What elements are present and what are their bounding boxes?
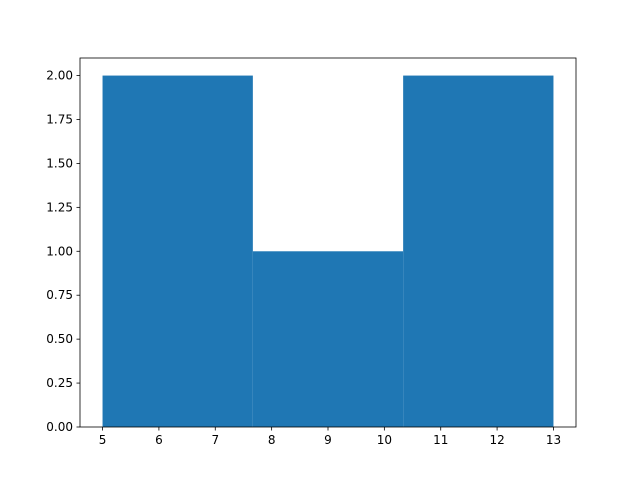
x-tick: 9 — [324, 427, 332, 447]
y-tick-label: 1.25 — [46, 200, 73, 214]
x-tick-label: 10 — [377, 433, 392, 447]
x-tick-label: 13 — [546, 433, 561, 447]
x-axis: 5 6 7 8 9 10 11 12 13 — [99, 427, 561, 447]
y-tick: 0.00 — [46, 420, 80, 434]
y-tick: 1.50 — [46, 156, 80, 170]
y-tick: 0.50 — [46, 332, 80, 346]
bars — [102, 75, 554, 428]
y-tick: 2.00 — [46, 69, 80, 83]
x-tick-label: 11 — [433, 433, 448, 447]
y-tick-label: 0.50 — [46, 332, 73, 346]
y-tick-label: 1.00 — [46, 244, 73, 258]
y-tick-label: 1.50 — [46, 156, 73, 170]
histogram-bar — [403, 75, 554, 428]
x-tick: 6 — [155, 427, 163, 447]
y-tick: 1.25 — [46, 200, 80, 214]
x-tick: 11 — [433, 427, 448, 447]
y-tick: 1.00 — [46, 244, 80, 258]
x-tick: 10 — [377, 427, 392, 447]
y-axis: 0.00 0.25 0.50 0.75 1.00 1.25 1.50 1.75 2.00 — [46, 69, 80, 434]
histogram-bar — [102, 75, 253, 428]
y-tick-label: 2.00 — [46, 69, 73, 83]
y-tick-label: 0.00 — [46, 420, 73, 434]
x-tick-label: 8 — [268, 433, 276, 447]
x-tick-label: 9 — [324, 433, 332, 447]
x-tick: 12 — [489, 427, 505, 447]
y-tick-label: 0.25 — [46, 376, 73, 390]
y-tick-label: 0.75 — [46, 288, 73, 302]
histogram-bar — [252, 251, 404, 427]
x-tick-label: 12 — [489, 433, 504, 447]
x-tick: 5 — [99, 427, 107, 447]
y-tick-label: 1.75 — [46, 113, 73, 127]
x-tick-label: 7 — [211, 433, 219, 447]
y-tick: 0.75 — [46, 288, 80, 302]
y-tick: 0.25 — [46, 376, 80, 390]
x-tick: 7 — [211, 427, 219, 447]
x-tick-label: 6 — [155, 433, 163, 447]
y-tick: 1.75 — [46, 113, 80, 127]
x-tick-label: 5 — [99, 433, 107, 447]
x-tick: 13 — [546, 427, 561, 447]
x-tick: 8 — [268, 427, 276, 447]
